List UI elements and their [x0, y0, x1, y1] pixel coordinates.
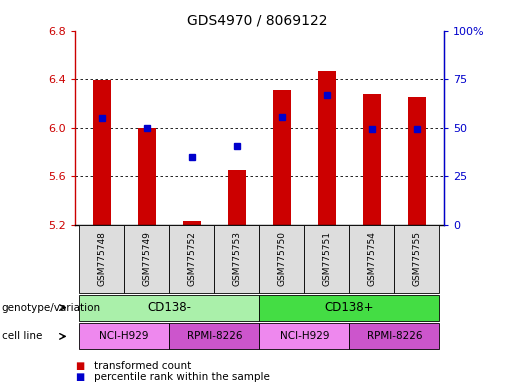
Text: NCI-H929: NCI-H929 [99, 331, 149, 341]
Bar [318, 71, 336, 225]
Text: ■: ■ [75, 372, 84, 382]
Bar [408, 98, 426, 225]
Text: GSM775752: GSM775752 [187, 231, 196, 286]
Text: GSM775751: GSM775751 [322, 231, 331, 286]
Text: GSM775753: GSM775753 [232, 231, 242, 286]
Bar [93, 80, 111, 225]
Text: ■: ■ [75, 361, 84, 371]
Bar [228, 170, 246, 225]
Text: GSM775749: GSM775749 [142, 231, 151, 286]
Bar [273, 90, 291, 225]
Text: CD138+: CD138+ [324, 301, 374, 314]
Text: GSM775748: GSM775748 [97, 231, 106, 286]
Bar [138, 127, 156, 225]
Text: NCI-H929: NCI-H929 [280, 331, 329, 341]
Text: CD138-: CD138- [147, 301, 191, 314]
Text: GSM775754: GSM775754 [367, 231, 376, 286]
Text: GDS4970 / 8069122: GDS4970 / 8069122 [187, 13, 328, 27]
Text: percentile rank within the sample: percentile rank within the sample [94, 372, 270, 382]
Text: GSM775750: GSM775750 [277, 231, 286, 286]
Text: transformed count: transformed count [94, 361, 192, 371]
Text: RPMI-8226: RPMI-8226 [186, 331, 242, 341]
Text: GSM775755: GSM775755 [413, 231, 421, 286]
Bar [363, 94, 381, 225]
Bar [183, 221, 201, 225]
Text: genotype/variation: genotype/variation [2, 303, 100, 313]
Text: RPMI-8226: RPMI-8226 [367, 331, 422, 341]
Text: cell line: cell line [2, 331, 42, 341]
